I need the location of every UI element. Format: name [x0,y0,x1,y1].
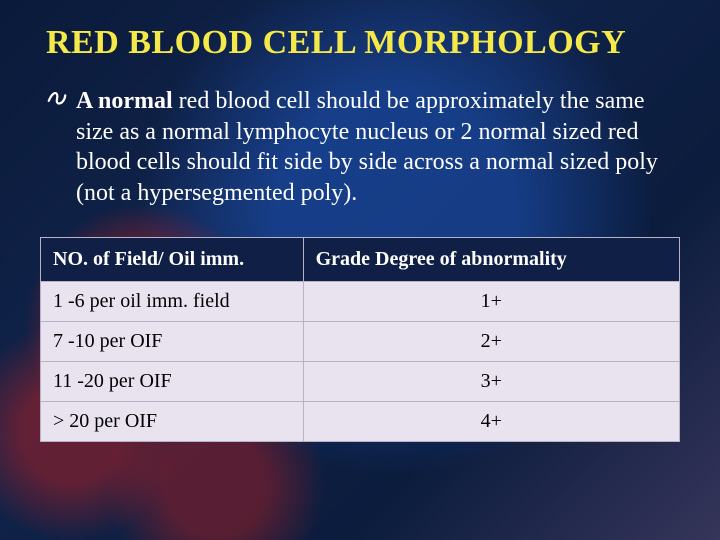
slide: RED BLOOD CELL MORPHOLOGY A normal red b… [0,0,720,540]
table-cell: > 20 per OIF [41,401,304,441]
table-cell: 3+ [303,361,679,401]
table-header-col1: NO. of Field/ Oil imm. [41,237,304,281]
table-cell: 2+ [303,321,679,361]
table-row: 7 -10 per OIF 2+ [41,321,680,361]
table-cell: 11 -20 per OIF [41,361,304,401]
table-cell: 1+ [303,281,679,321]
table-header-row: NO. of Field/ Oil imm. Grade Degree of a… [41,237,680,281]
table-header-col2: Grade Degree of abnormality [303,237,679,281]
table-cell: 1 -6 per oil imm. field [41,281,304,321]
slide-title: RED BLOOD CELL MORPHOLOGY [46,24,680,62]
bullet-block: A normal red blood cell should be approx… [46,86,674,209]
table-row: > 20 per OIF 4+ [41,401,680,441]
bullet-icon [46,88,68,119]
grade-table: NO. of Field/ Oil imm. Grade Degree of a… [40,237,680,442]
table-cell: 7 -10 per OIF [41,321,304,361]
bullet-text: A normal red blood cell should be approx… [76,86,674,209]
table-cell: 4+ [303,401,679,441]
table-row: 1 -6 per oil imm. field 1+ [41,281,680,321]
bullet-lead: A normal [76,88,173,114]
table-row: 11 -20 per OIF 3+ [41,361,680,401]
